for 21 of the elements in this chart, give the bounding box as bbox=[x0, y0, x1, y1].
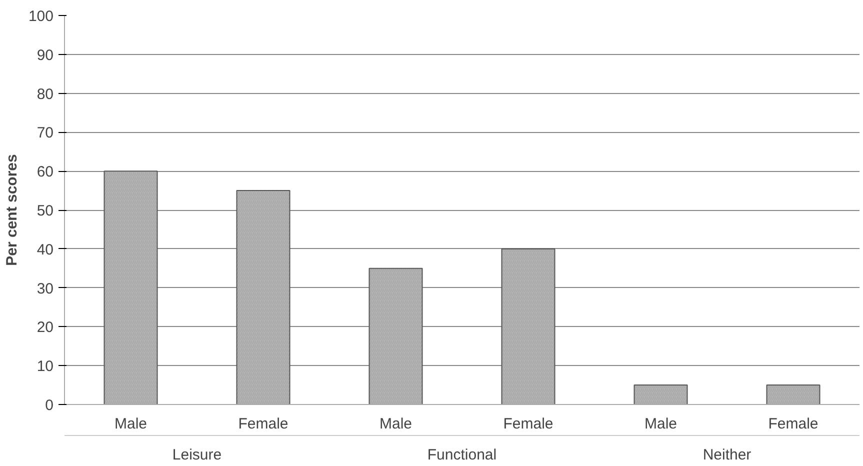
y-axis-title: Per cent scores bbox=[3, 154, 20, 266]
y-tick-label: 0 bbox=[45, 397, 54, 414]
y-tick-label: 50 bbox=[36, 202, 54, 220]
y-tick-label: 40 bbox=[36, 241, 54, 258]
text: Functional bbox=[427, 446, 497, 464]
y-tick-label: 80 bbox=[36, 86, 54, 103]
y-tick-label: 100 bbox=[28, 8, 54, 25]
x-tick-label: Female bbox=[238, 416, 288, 432]
y-tick-label: 70 bbox=[36, 124, 54, 142]
text: Neither bbox=[702, 446, 752, 464]
x-tick-label: Female bbox=[503, 416, 554, 432]
y-tick-label: 10 bbox=[36, 358, 54, 376]
y-tick-label: 30 bbox=[36, 280, 54, 298]
x-tick-label: Male bbox=[114, 416, 148, 432]
x-tick-label: Female bbox=[768, 416, 818, 432]
x-tick-label: Male bbox=[644, 416, 678, 432]
y-tick-label: 60 bbox=[36, 164, 54, 181]
y-tick-label: 20 bbox=[36, 319, 54, 336]
x-tick-label: Male bbox=[379, 416, 412, 432]
y-tick-label: 90 bbox=[36, 46, 54, 64]
text: Leisure bbox=[172, 446, 222, 464]
